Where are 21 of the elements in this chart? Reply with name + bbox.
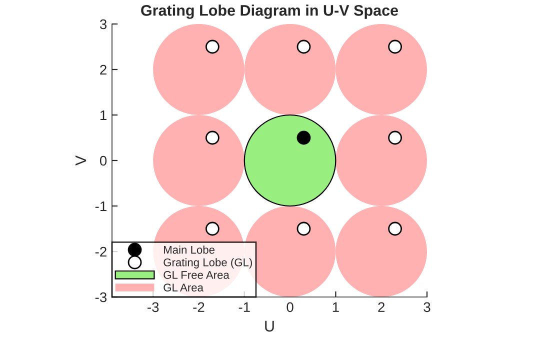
y-axis-title: V <box>76 155 86 166</box>
legend-label: Grating Lobe (GL) <box>164 258 252 269</box>
y-tick-label: -1 <box>95 201 106 212</box>
y-tick-label: 1 <box>100 110 106 120</box>
y-tick-label: 0 <box>100 156 107 166</box>
y-tick-label: 2 <box>100 64 106 75</box>
x-tick-label: 1 <box>332 302 339 312</box>
x-tick-label: -3 <box>148 302 159 312</box>
x-tick-label: -1 <box>238 302 250 312</box>
y-tick-label: -3 <box>95 292 107 302</box>
x-axis-title: U <box>265 320 274 332</box>
x-tick-label: 0 <box>286 302 294 312</box>
x-tick-label: -2 <box>193 302 204 312</box>
chart-title: Grating Lobe Diagram in U-V Space <box>141 4 398 19</box>
legend-label: GL Free Area <box>164 271 230 279</box>
x-tick-label: 3 <box>424 302 430 312</box>
y-tick-label: -2 <box>95 246 106 257</box>
legend-label: Main Lobe <box>164 246 215 254</box>
x-tick-label: 2 <box>378 302 385 312</box>
y-tick-label: 3 <box>100 19 107 30</box>
legend-label: GL Area <box>164 284 204 292</box>
